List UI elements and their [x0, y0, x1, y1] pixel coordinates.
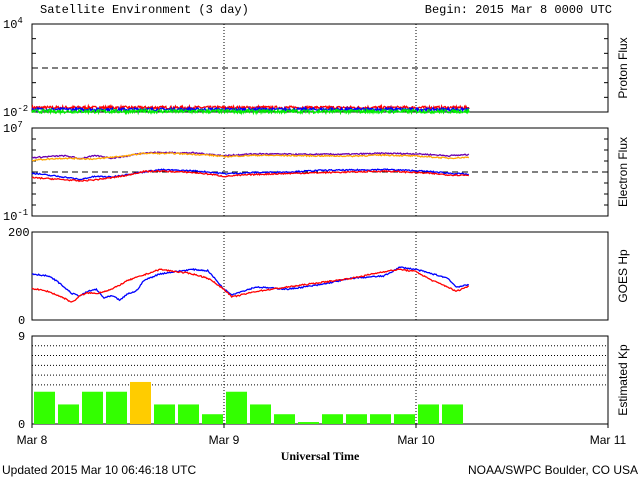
electron-y-tick-label: 10-1 — [3, 208, 28, 224]
x-axis-label: Universal Time — [281, 449, 360, 463]
kp-bar — [370, 414, 391, 424]
goes_hp-frame — [31, 231, 609, 321]
proton-y-axis-label: Proton Flux — [616, 37, 630, 98]
x-tick-label: Mar 11 — [590, 433, 627, 447]
kp-bar — [418, 404, 439, 424]
electron-series-red — [31, 169, 469, 183]
kp-y-tick-label: 9 — [18, 330, 25, 344]
kp-bar — [226, 391, 247, 424]
goes_hp-y-tick-label: 0 — [18, 314, 25, 328]
kp-bar — [178, 404, 199, 424]
electron-y-axis-label: Electron Flux — [616, 137, 630, 207]
x-tick-label: Mar 9 — [209, 433, 240, 447]
kp-bar — [202, 414, 223, 424]
kp-bar — [394, 414, 415, 424]
kp-bar — [250, 404, 271, 424]
electron-series-blue — [31, 168, 470, 181]
goes_hp-y-axis-label: GOES Hp — [616, 249, 630, 303]
goes_hp-panel — [31, 231, 609, 321]
kp-bar — [442, 404, 463, 424]
begin-time: Begin: 2015 Mar 8 0000 UTC — [425, 3, 612, 17]
kp-bar — [58, 404, 79, 424]
proton-y-tick-label: 104 — [3, 16, 23, 32]
kp-bar — [34, 391, 55, 424]
kp-bar — [298, 422, 319, 424]
proton-series-green — [31, 107, 470, 116]
updated-time: Updated 2015 Mar 10 06:46:18 UTC — [2, 463, 196, 477]
kp-bar — [274, 414, 295, 424]
plot-title: Satellite Environment (3 day) — [40, 3, 249, 17]
proton-y-tick-label: 10-2 — [3, 104, 28, 120]
agency-credit: NOAA/SWPC Boulder, CO USA — [468, 463, 638, 477]
x-tick-label: Mar 8 — [17, 433, 48, 447]
kp-bar — [154, 404, 175, 424]
electron-series-orange — [31, 152, 470, 162]
electron-y-tick-label: 107 — [3, 120, 23, 136]
kp-bar — [130, 381, 151, 424]
kp-bar — [82, 391, 103, 424]
goes_hp-y-tick-label: 200 — [8, 226, 30, 240]
kp-y-axis-label: Estimated Kp — [616, 344, 630, 416]
goes_hp-series-red — [31, 268, 470, 303]
kp-panel — [31, 335, 609, 425]
proton-panel — [31, 23, 609, 116]
goes_hp-series-blue — [31, 266, 469, 302]
kp-bar — [106, 391, 127, 424]
electron-panel — [31, 127, 609, 217]
x-tick-label: Mar 10 — [397, 433, 435, 447]
kp-bar — [322, 414, 343, 424]
kp-y-tick-label: 0 — [18, 418, 25, 432]
proton-frame — [31, 23, 609, 113]
kp-bar — [346, 414, 367, 424]
